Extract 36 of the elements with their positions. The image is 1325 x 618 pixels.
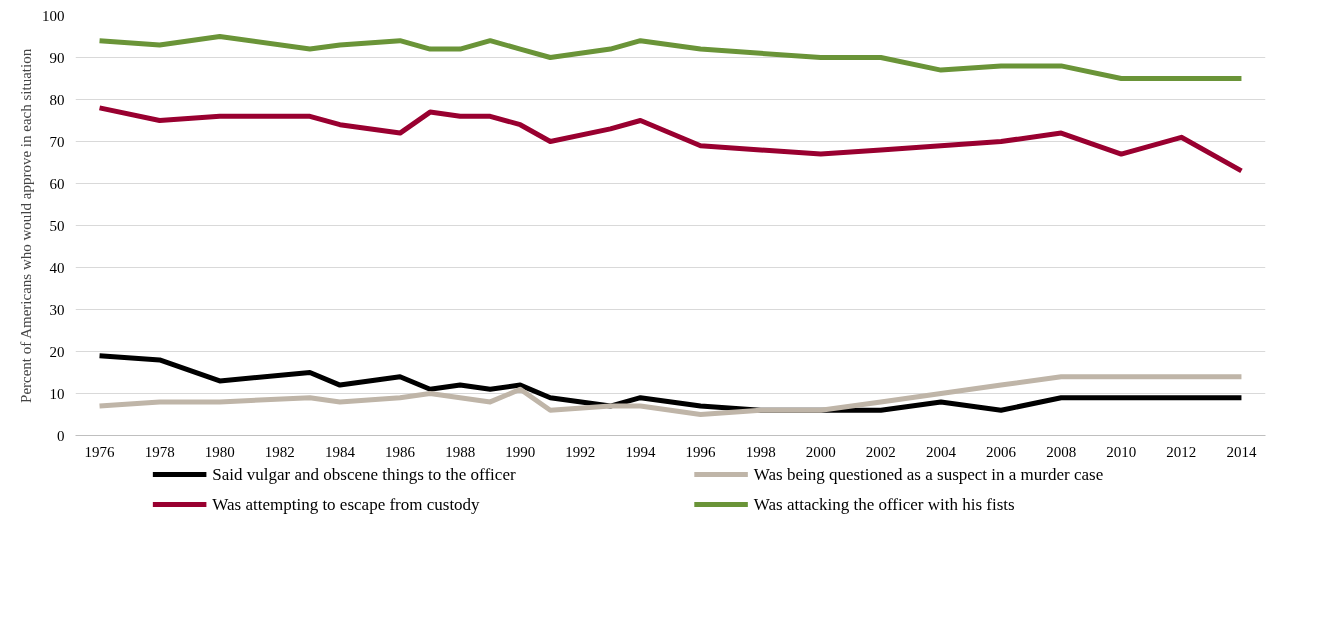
y-tick-label: 0 xyxy=(57,427,65,444)
y-tick-label: 60 xyxy=(49,175,65,192)
y-tick-label: 70 xyxy=(49,133,65,150)
x-tick-label: 1976 xyxy=(84,443,116,460)
y-tick-label: 90 xyxy=(49,49,65,66)
x-tick-label: 2002 xyxy=(865,443,896,460)
x-tick-label: 2006 xyxy=(986,443,1017,460)
y-tick-label: 40 xyxy=(49,259,65,276)
y-tick-label: 100 xyxy=(42,7,65,24)
x-tick-label: 2014 xyxy=(1226,443,1257,460)
x-tick-label: 1990 xyxy=(505,443,536,460)
y-tick-label: 80 xyxy=(49,91,65,108)
x-tick-label: 2000 xyxy=(805,443,836,460)
y-axis-title: Percent of Americans who would approve in each situation xyxy=(18,48,34,403)
x-tick-label: 1978 xyxy=(144,443,175,460)
y-tick-label: 30 xyxy=(49,301,65,318)
x-tick-label: 2010 xyxy=(1106,443,1137,460)
x-tick-label: 2012 xyxy=(1166,443,1197,460)
legend-label: Said vulgar and obscene things to the officer xyxy=(212,465,516,484)
x-tick-label: 1984 xyxy=(324,443,356,460)
x-tick-label: 1988 xyxy=(445,443,476,460)
x-tick-label: 1986 xyxy=(385,443,416,460)
x-tick-label: 1992 xyxy=(565,443,596,460)
x-tick-label: 1982 xyxy=(264,443,295,460)
x-tick-label: 1994 xyxy=(625,443,656,460)
x-tick-label: 1980 xyxy=(204,443,235,460)
x-tick-label: 2004 xyxy=(925,443,957,460)
legend-label: Was attacking the officer with his fists xyxy=(753,495,1015,514)
y-tick-label: 50 xyxy=(49,217,65,234)
legend-label: Was attempting to escape from custody xyxy=(212,495,481,514)
y-tick-label: 10 xyxy=(49,385,65,402)
legend-label: Was being questioned as a suspect in a murder case xyxy=(753,465,1104,484)
x-tick-label: 1998 xyxy=(745,443,776,460)
x-tick-label: 2008 xyxy=(1046,443,1077,460)
x-tick-label: 1996 xyxy=(685,443,717,460)
y-tick-label: 20 xyxy=(49,343,65,360)
